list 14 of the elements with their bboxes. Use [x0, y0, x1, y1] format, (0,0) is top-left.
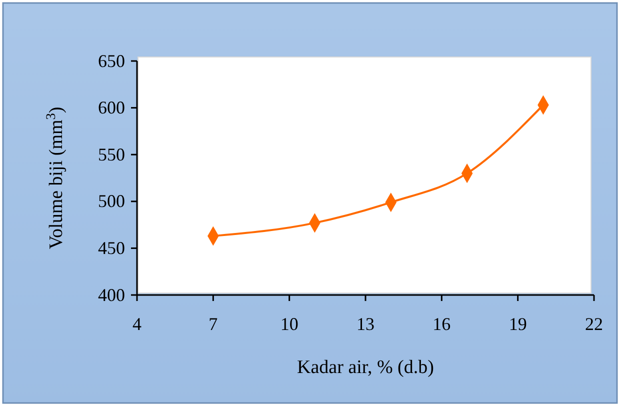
y-tick-label: 650 [98, 50, 125, 71]
y-tick-label: 550 [98, 144, 125, 164]
x-tick-label: 7 [208, 314, 218, 334]
x-tick-label: 13 [356, 314, 374, 334]
x-axis-title: Kadar air, % (d.b) [297, 357, 434, 378]
y-tick-label: 450 [98, 238, 125, 258]
x-tick-label: 19 [508, 314, 527, 334]
y-tick-label: 500 [98, 191, 125, 212]
y-tick-label: 600 [98, 98, 125, 118]
x-tick-label: 4 [132, 314, 142, 334]
x-tick-label: 10 [280, 314, 298, 334]
y-tick-label: 400 [98, 284, 125, 305]
x-tick-label: 16 [432, 314, 451, 334]
x-tick-label: 22 [585, 314, 603, 334]
